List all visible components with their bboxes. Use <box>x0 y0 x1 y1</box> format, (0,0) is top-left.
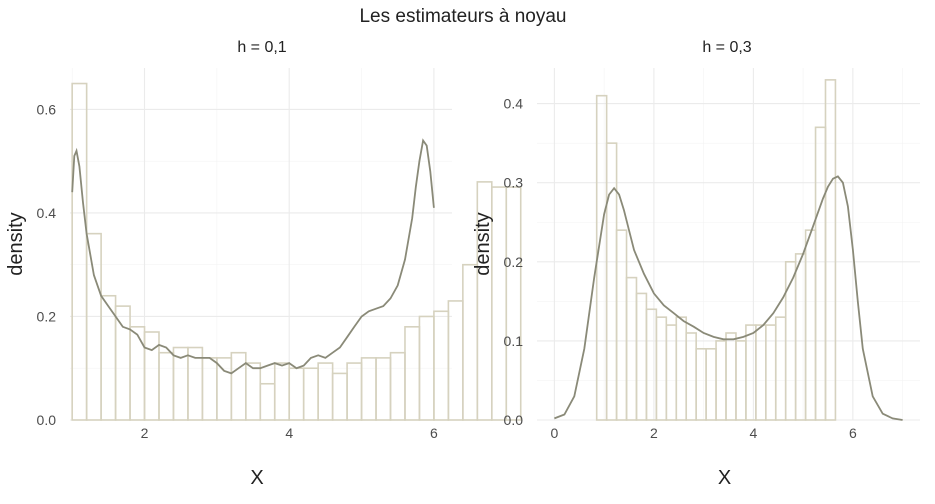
x-tick-label: 2 <box>141 425 149 441</box>
histogram-bar <box>433 310 450 421</box>
x-axis-label: X <box>250 467 263 489</box>
histogram-bar <box>745 324 757 421</box>
histogram-bar <box>216 357 233 421</box>
histogram-bar <box>705 348 717 421</box>
histogram-bar <box>605 142 618 421</box>
histogram-bar <box>794 253 807 421</box>
histogram-bar <box>804 229 817 421</box>
histogram-bar <box>245 362 262 421</box>
histogram-bar <box>360 357 377 421</box>
histogram-bar <box>143 331 160 421</box>
histogram-bar <box>346 362 363 421</box>
histogram-bar <box>755 324 767 421</box>
histogram-bar <box>695 348 707 421</box>
x-tick-label: 6 <box>430 425 438 441</box>
histogram-bar <box>665 324 678 421</box>
histogram-bar <box>675 316 688 421</box>
histogram-bar <box>259 382 276 421</box>
y-tick-label: 0.1 <box>504 333 524 349</box>
y-tick-label: 0.3 <box>504 175 524 191</box>
histogram-bar <box>158 351 175 421</box>
histogram-bar <box>288 367 305 421</box>
histogram-bar <box>645 308 658 421</box>
panel-title: h = 0,3 <box>702 39 751 56</box>
x-tick-label: 0 <box>551 425 559 441</box>
histogram-bar <box>462 263 479 421</box>
histogram-bar <box>685 332 697 421</box>
histogram-bar <box>447 300 464 421</box>
histogram-bar <box>389 351 406 421</box>
histogram-bar <box>615 229 628 421</box>
histogram-bar <box>725 332 737 421</box>
histogram-bar <box>129 326 146 421</box>
x-tick-label: 2 <box>650 425 658 441</box>
y-axis-label: density <box>5 212 27 275</box>
y-tick-label: 0.2 <box>37 308 57 324</box>
histogram-bar <box>273 362 291 421</box>
histogram-bar <box>625 276 638 421</box>
x-tick-label: 4 <box>285 425 293 441</box>
y-tick-label: 0.0 <box>37 412 57 428</box>
histogram-bar <box>114 305 131 421</box>
histogram-bar <box>71 82 88 421</box>
y-axis-label: density <box>472 212 494 275</box>
x-tick-label: 4 <box>749 425 757 441</box>
histogram-bar <box>404 326 421 421</box>
histogram-bar <box>635 292 648 421</box>
x-tick-label: 6 <box>849 425 857 441</box>
histogram-bar <box>302 367 319 421</box>
y-tick-label: 0.4 <box>504 96 524 112</box>
histogram-bar <box>814 126 827 421</box>
histogram-bar <box>331 372 348 421</box>
y-tick-label: 0.4 <box>37 205 57 221</box>
histogram-bar <box>375 357 392 421</box>
histogram-bar <box>774 316 787 421</box>
histogram-bar <box>85 232 102 421</box>
panel-title: h = 0,1 <box>237 39 286 56</box>
histogram-bar <box>824 79 837 421</box>
y-tick-label: 0.0 <box>504 412 524 428</box>
y-tick-label: 0.2 <box>504 254 524 270</box>
histogram-bar <box>655 316 668 421</box>
histogram-bar <box>765 324 777 421</box>
histogram-bar <box>201 357 218 421</box>
density-curve <box>71 138 435 375</box>
density-curve <box>554 175 903 421</box>
histogram-bar <box>505 186 522 421</box>
y-tick-label: 0.6 <box>37 101 57 117</box>
figure-title: Les estimateurs à noyau <box>359 6 566 27</box>
histogram-bar <box>230 351 247 421</box>
x-axis-label: X <box>718 467 731 489</box>
histogram-bar <box>317 362 334 421</box>
